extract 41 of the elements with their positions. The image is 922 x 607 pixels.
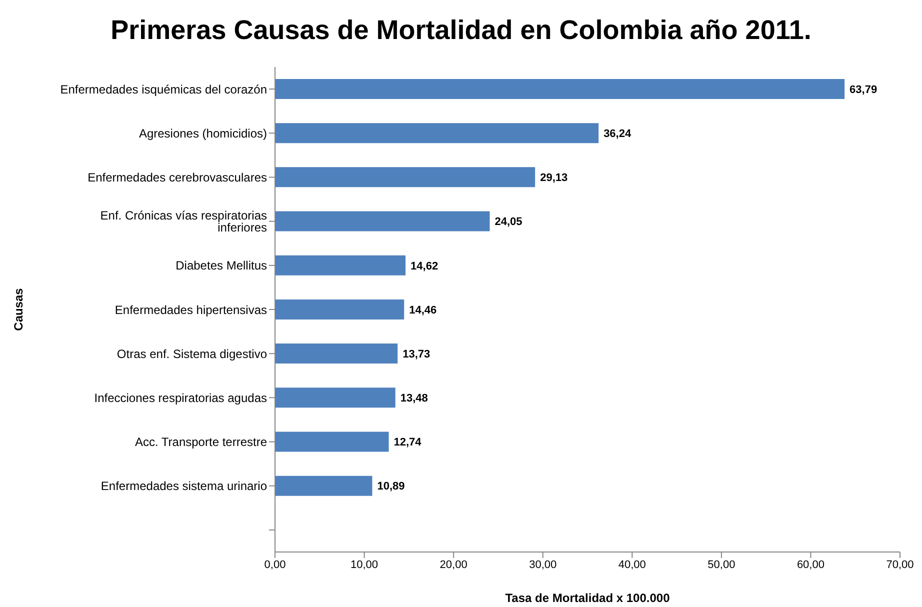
x-tick-label: 40,00 xyxy=(618,558,646,571)
y-tick-label: Enfermedades hipertensivas xyxy=(114,302,267,317)
y-tick-label: Enfermedades sistema urinario xyxy=(100,479,268,494)
data-label: 63,79 xyxy=(850,84,878,96)
x-tick-label: 20,00 xyxy=(440,558,468,571)
bar xyxy=(275,255,406,276)
y-tick-label: Otras enf. Sistema digestivo xyxy=(116,346,268,361)
data-label: 13,48 xyxy=(400,392,428,405)
bar xyxy=(275,123,599,144)
data-label: 14,46 xyxy=(409,304,437,316)
chart-title: Primeras Causas de Mortalidad en Colombia año 2011. xyxy=(110,14,812,47)
data-label: 13,73 xyxy=(402,348,430,360)
y-tick-label: Agresiones (homicidios) xyxy=(138,126,267,140)
bar xyxy=(275,388,396,408)
y-tick-label: Diabetes Mellitus xyxy=(176,258,267,273)
bar xyxy=(275,476,372,496)
data-label: 12,74 xyxy=(394,436,422,449)
x-tick-label: 30,00 xyxy=(529,558,557,571)
data-label: 14,62 xyxy=(410,260,438,272)
x-tick-label: 0,00 xyxy=(264,558,286,571)
y-axis-title: Causas xyxy=(11,288,26,331)
y-tick-label: Acc. Transporte terrestre xyxy=(134,435,268,450)
bar xyxy=(275,432,389,452)
y-tick-label: Enfermedades isquémicas del corazón xyxy=(60,82,267,96)
bar xyxy=(275,211,490,232)
x-axis-title: Tasa de Mortalidad x 100.000 xyxy=(505,591,670,605)
bar xyxy=(275,344,398,364)
x-tick-label: 60,00 xyxy=(796,558,824,571)
data-label: 24,05 xyxy=(494,216,522,228)
data-label: 29,13 xyxy=(540,172,568,184)
bar xyxy=(275,299,404,320)
x-tick-label: 70,00 xyxy=(886,558,914,571)
y-tick-label: Enf. Crónicas vías respiratorias inferiores xyxy=(100,208,267,235)
bar xyxy=(275,79,845,99)
data-label: 10,89 xyxy=(377,480,405,493)
data-label: 36,24 xyxy=(604,128,632,140)
bar xyxy=(275,167,536,188)
y-tick-label: Enfermedades cerebrovasculares xyxy=(88,170,267,184)
x-tick-label: 10,00 xyxy=(350,558,378,571)
x-tick-label: 50,00 xyxy=(708,558,736,571)
y-tick-label: Infecciones respiratorias agudas xyxy=(94,390,267,405)
